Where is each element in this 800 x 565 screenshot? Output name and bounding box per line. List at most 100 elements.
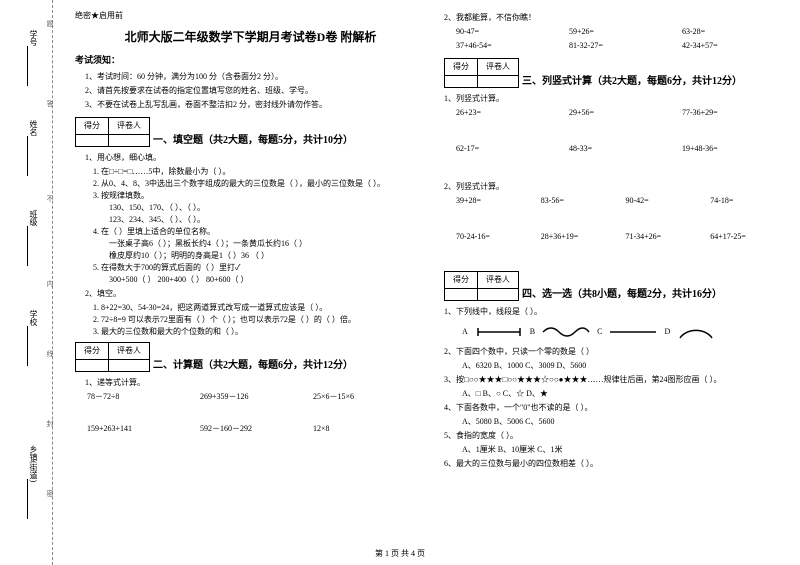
calc-item: 269+359－126 xyxy=(200,391,313,403)
side-label: 学校 xyxy=(28,310,39,326)
question-head: 1、递等式计算。 xyxy=(85,377,426,389)
calc-row: 78－72÷8 269+359－126 25×6－15×6 xyxy=(87,391,426,403)
calc-item: 39+28= xyxy=(456,195,541,207)
calc-item: 25×6－15×6 xyxy=(313,391,426,403)
calc-item: 64+17-25= xyxy=(710,231,795,243)
page-content: 绝密★启用前 北师大版二年级数学下学期月考试卷D卷 附解析 考试须知： 1、考试… xyxy=(75,10,795,472)
score-cell: 得分 xyxy=(445,272,478,289)
seal-mark: 线 xyxy=(45,350,55,357)
question-head: 2、填空。 xyxy=(85,288,426,300)
right-column: 2、我都能算，不信你瞧！ 90-47= 59+26= 63-28= 37+46-… xyxy=(444,10,795,472)
question-head: 2、我都能算，不信你瞧！ xyxy=(444,12,795,24)
question-line: 1. 8+22=30、54-30=24，把这两道算式改写成一道算式应该是（ ）。 xyxy=(93,302,426,314)
side-underline xyxy=(20,326,28,366)
question-line: 130、150、170、（ ）、（ ）。 xyxy=(109,202,426,214)
choice-question: 1、下列线中，线段是（ ）。 xyxy=(444,306,795,318)
side-label: 姓名 xyxy=(28,120,39,136)
side-label: 乡镇(街道) xyxy=(28,445,39,482)
calc-item: 12×8 xyxy=(313,423,426,435)
line-segment-icon xyxy=(474,324,524,340)
calc-item: 19+48-36= xyxy=(682,143,795,155)
choice-options: A、1厘米 B、10厘米 C、1米 xyxy=(462,444,795,456)
wavy-line-icon xyxy=(541,324,591,340)
calc-row: 90-47= 59+26= 63-28= xyxy=(456,26,795,38)
calc-item: 48-33= xyxy=(569,143,682,155)
score-box: 得分评卷人 xyxy=(444,271,519,301)
page-footer: 第 1 页 共 4 页 xyxy=(0,548,800,559)
question-head: 1、用心想，细心填。 xyxy=(85,152,426,164)
calc-row: 159+263+141 592－160－292 12×8 xyxy=(87,423,426,435)
question-head: 2、列竖式计算。 xyxy=(444,181,795,193)
score-cell: 得分 xyxy=(445,59,478,76)
score-box: 得分评卷人 xyxy=(444,58,519,88)
side-underline xyxy=(20,46,28,86)
opt-label: A xyxy=(462,326,468,338)
score-cell: 得分 xyxy=(76,342,109,359)
calc-item: 90-42= xyxy=(626,195,711,207)
seal-mark: 密 xyxy=(45,490,55,497)
question-line: 1. 在□÷□=□……5中，除数最小为（ ）。 xyxy=(93,166,426,178)
straight-line-icon xyxy=(608,324,658,340)
question-line: 2. 72÷8=9 可以表示72里面有（ ）个（ ）；也可以表示72是（ ）的（… xyxy=(93,314,426,326)
question-line: 300+500（ ） 200+400（ ） 80+600（ ） xyxy=(109,274,426,286)
question-line: 3. 最大的三位数和最大的个位数的和（ ）。 xyxy=(93,326,426,338)
calc-item: 62-17= xyxy=(456,143,569,155)
calc-item: 159+263+141 xyxy=(87,423,200,435)
question-line: 4. 在（ ）里填上适合的单位名称。 xyxy=(93,226,426,238)
question-line: 橡皮厚约10（ ）；明明的身高是1（ ）36 （ ） xyxy=(109,250,426,262)
side-underline xyxy=(20,479,28,519)
grader-cell: 评卷人 xyxy=(478,59,519,76)
seal-mark: 内 xyxy=(45,280,55,287)
score-cell: 得分 xyxy=(76,117,109,134)
choice-question: 3、按□○○★★★□○○★★★☆○○●★★★……规律往后画，第24图形应画（ ）… xyxy=(444,374,795,386)
choice-options: A、6320 B、1000 C、3009 D、5600 xyxy=(462,360,795,372)
seal-mark: 答 xyxy=(45,100,55,107)
calc-item: 71-34+26= xyxy=(626,231,711,243)
side-underline xyxy=(20,136,28,176)
calc-item: 83-56= xyxy=(541,195,626,207)
calc-item: 26+23= xyxy=(456,107,569,119)
calc-item: 77-36+29= xyxy=(682,107,795,119)
calc-item: 28+36+19= xyxy=(541,231,626,243)
arc-icon xyxy=(676,322,716,342)
seal-mark: 题 xyxy=(45,20,55,27)
binding-column: 学号 姓名 班级 学校 乡镇(街道) 题 答 不 内 线 封 密 xyxy=(0,0,72,565)
grader-cell: 评卷人 xyxy=(109,342,150,359)
notice-item: 1、考试时间：60 分钟，满分为100 分（含卷面分2 分）。 xyxy=(85,71,426,83)
calc-item: 59+26= xyxy=(569,26,682,38)
choice-question: 2、下面四个数中，只读一个零的数是（ ） xyxy=(444,346,795,358)
notice-head: 考试须知： xyxy=(75,54,426,68)
calc-item: 42-34+57= xyxy=(682,40,795,52)
choice-question: 4、下面各数中，一个"0"也不读的是（ ）。 xyxy=(444,402,795,414)
question-line: 123、234、345、（ ）、（ ）。 xyxy=(109,214,426,226)
calc-item: 63-28= xyxy=(682,26,795,38)
calc-item: 37+46-54= xyxy=(456,40,569,52)
calc-item: 29+56= xyxy=(569,107,682,119)
choice-question: 6、最大的三位数与最小的四位数相差（ ）。 xyxy=(444,458,795,470)
calc-item: 592－160－292 xyxy=(200,423,313,435)
choice-question: 5、食指的宽度（ ）。 xyxy=(444,430,795,442)
grader-cell: 评卷人 xyxy=(478,272,519,289)
calc-row: 62-17= 48-33= 19+48-36= xyxy=(456,143,795,155)
seal-mark: 封 xyxy=(45,420,55,427)
question-line: 一张桌子高6（ ）；黑板长约4（ ）；一条黄瓜长约16（ ） xyxy=(109,238,426,250)
opt-label: C xyxy=(597,326,602,338)
choice-options: A、□ B、○ C、☆ D、★ xyxy=(462,388,795,400)
calc-item: 70-24-16= xyxy=(456,231,541,243)
exam-title: 北师大版二年级数学下学期月考试卷D卷 附解析 xyxy=(75,28,426,46)
opt-label: B xyxy=(530,326,535,338)
side-label: 学号 xyxy=(28,30,39,46)
calc-row: 70-24-16= 28+36+19= 71-34+26= 64+17-25= xyxy=(456,231,795,243)
score-box: 得分评卷人 xyxy=(75,117,150,147)
choice-options: A、5080 B、5006 C、5600 xyxy=(462,416,795,428)
question-line: 2. 从0、4、8、3中选出三个数字组成的最大的三位数是（ ），最小的三位数是（… xyxy=(93,178,426,190)
opt-label: D xyxy=(664,326,670,338)
question-line: 3. 按规律填数。 xyxy=(93,190,426,202)
calc-row: 39+28= 83-56= 90-42= 74-18= xyxy=(456,195,795,207)
side-underline xyxy=(20,226,28,266)
side-label: 班级 xyxy=(28,210,39,226)
secret-label: 绝密★启用前 xyxy=(75,10,426,22)
shape-options: A B C D xyxy=(462,322,795,342)
calc-row: 37+46-54= 81-32-27= 42-34+57= xyxy=(456,40,795,52)
notice-item: 3、不要在试卷上乱写乱画，卷面不整洁扣2 分，密封线外请勿作答。 xyxy=(85,99,426,111)
